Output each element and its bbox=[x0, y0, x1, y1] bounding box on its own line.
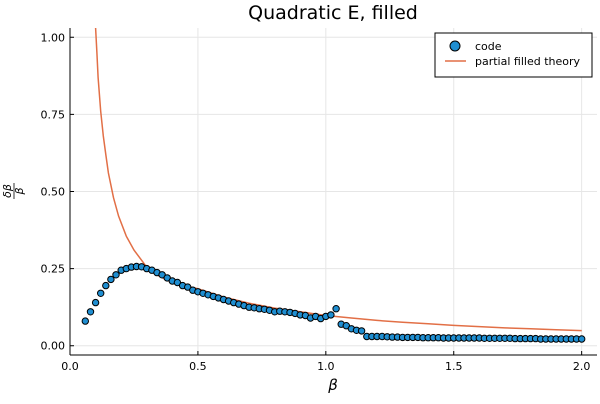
legend-label-theory: partial filled theory bbox=[475, 55, 581, 68]
y-axis-label-numerator: δβ bbox=[1, 184, 14, 198]
y-tick-label: 0.75 bbox=[41, 108, 66, 121]
y-tick-label: 0.00 bbox=[41, 340, 66, 353]
data-point bbox=[578, 335, 586, 343]
x-tick-label: 0.5 bbox=[189, 360, 207, 373]
data-point bbox=[112, 271, 120, 279]
x-tick-label: 1.0 bbox=[317, 360, 335, 373]
data-point bbox=[86, 308, 95, 316]
x-tick-label: 2.0 bbox=[573, 360, 591, 373]
y-axis-label: δβ β bbox=[1, 183, 26, 199]
legend-label-code: code bbox=[475, 40, 502, 53]
legend-marker-code bbox=[449, 40, 461, 52]
plot-area bbox=[81, 28, 586, 343]
data-point bbox=[91, 298, 100, 307]
y-axis-label-denominator: β bbox=[13, 187, 26, 195]
chart-title: Quadratic E, filled bbox=[248, 2, 418, 24]
data-point bbox=[81, 317, 90, 325]
data-point bbox=[102, 281, 110, 290]
tick-labels: 0.0 0.5 1.0 1.5 2.0 0.00 0.25 0.50 0.75 1.00 bbox=[41, 31, 591, 373]
y-tick-label: 1.00 bbox=[41, 31, 66, 44]
data-point bbox=[357, 327, 366, 335]
legend: code partial filled theory bbox=[434, 32, 593, 78]
y-tick-label: 0.25 bbox=[41, 263, 66, 276]
x-tick-label: 0.0 bbox=[61, 360, 79, 373]
data-point bbox=[332, 305, 340, 313]
data-point bbox=[327, 311, 335, 319]
legend-box bbox=[434, 32, 593, 78]
x-axis-label: β bbox=[327, 376, 338, 394]
data-point bbox=[97, 289, 105, 297]
data-point bbox=[107, 275, 115, 284]
y-tick-label: 0.50 bbox=[41, 186, 66, 199]
x-tick-label: 1.5 bbox=[445, 360, 463, 373]
